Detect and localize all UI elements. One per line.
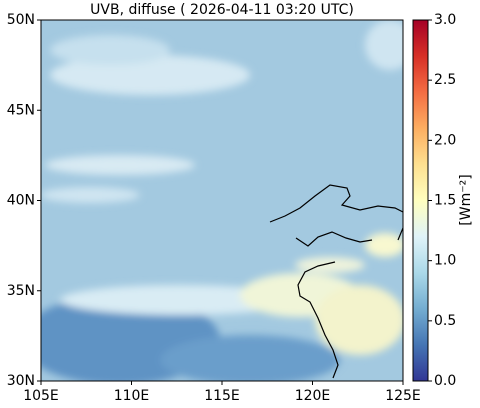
x-tick-label: 110E xyxy=(114,388,150,404)
colorbar-tick-label: 2.5 xyxy=(434,72,456,88)
y-tick-label: 50N xyxy=(7,12,35,28)
x-tick-label: 115E xyxy=(204,388,240,404)
y-tick-label: 30N xyxy=(7,373,35,389)
colorbar-tick-label: 1.0 xyxy=(434,253,456,269)
colorbar xyxy=(412,19,429,382)
x-tick-label: 105E xyxy=(23,388,59,404)
y-tick-label: 35N xyxy=(7,283,35,299)
colorbar-label: [Wm⁻²] xyxy=(458,174,474,225)
colorbar-tick-label: 0.0 xyxy=(434,373,456,389)
colorbar-tick-label: 1.5 xyxy=(434,193,456,209)
colorbar-tick-label: 3.0 xyxy=(434,12,456,28)
colorbar-tick-label: 2.0 xyxy=(434,132,456,148)
x-tick-label: 120E xyxy=(295,388,331,404)
y-tick-label: 40N xyxy=(7,193,35,209)
chart-title: UVB, diffuse ( 2026-04-11 03:20 UTC) xyxy=(90,2,354,18)
colorbar-tick-label: 0.5 xyxy=(434,313,456,329)
y-tick-label: 45N xyxy=(7,102,35,118)
field xyxy=(41,20,403,381)
x-tick-label: 125E xyxy=(385,388,421,404)
